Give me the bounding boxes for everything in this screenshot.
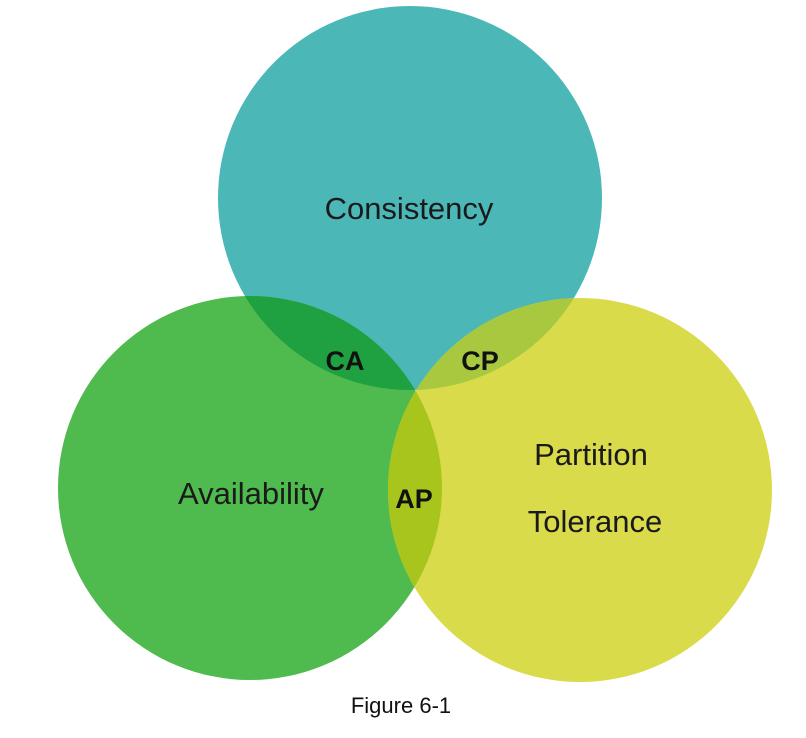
figure-caption: Figure 6-1 xyxy=(351,693,451,718)
partition-tolerance-label-line-1: Partition xyxy=(534,437,648,472)
partition-tolerance-label-line-2: Tolerance xyxy=(528,504,662,539)
cp-label: CP xyxy=(461,346,499,376)
ca-label: CA xyxy=(326,346,365,376)
availability-circle xyxy=(58,296,442,680)
consistency-circle xyxy=(218,6,602,390)
partition-tolerance-circle xyxy=(388,298,772,682)
ap-label: AP xyxy=(395,484,433,514)
availability-label: Availability xyxy=(178,476,324,511)
consistency-label: Consistency xyxy=(325,191,494,226)
